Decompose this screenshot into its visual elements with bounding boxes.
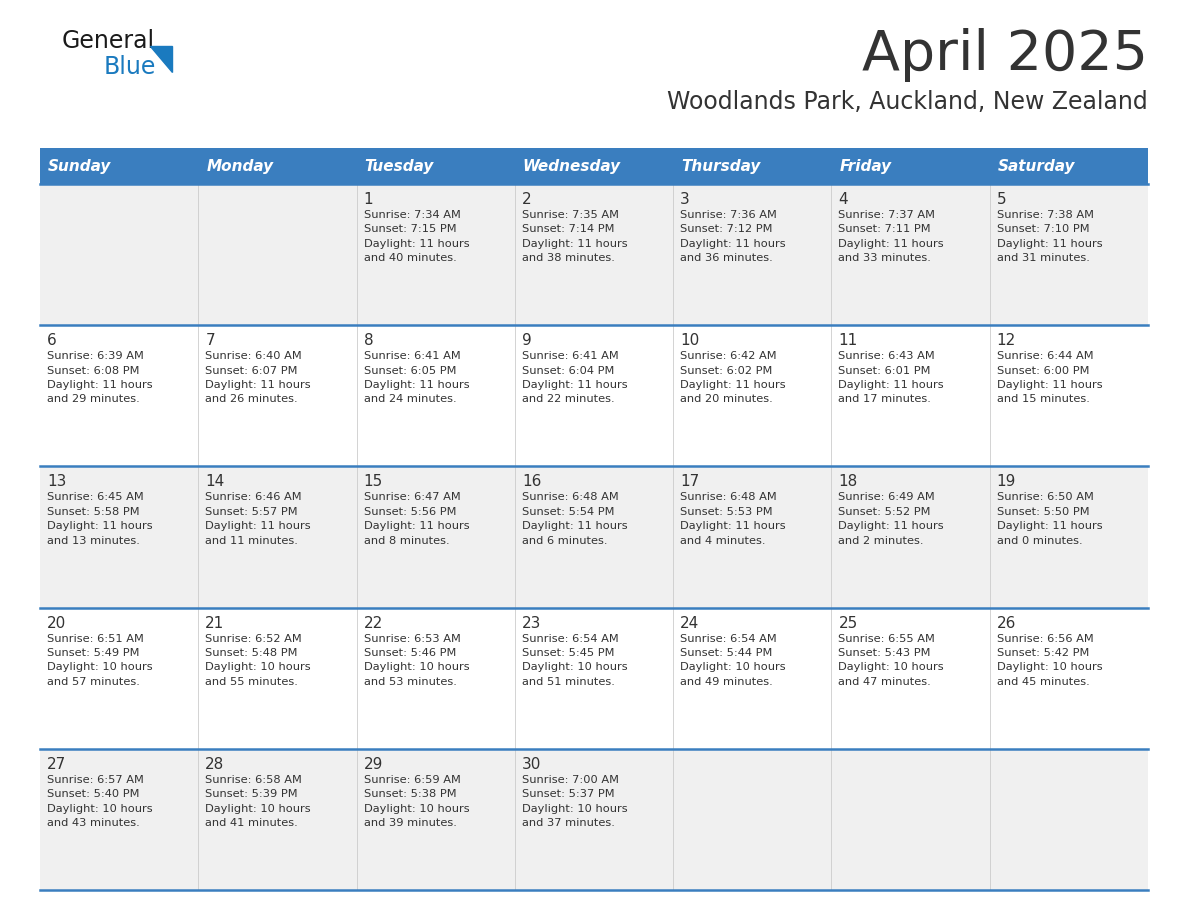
Bar (356, 148, 514, 184)
Text: Sunday: Sunday (48, 159, 112, 174)
Polygon shape (150, 46, 172, 72)
Text: 30: 30 (522, 756, 542, 772)
Text: 18: 18 (839, 475, 858, 489)
Text: Sunrise: 6:47 AM
Sunset: 5:56 PM
Daylight: 11 hours
and 8 minutes.: Sunrise: 6:47 AM Sunset: 5:56 PM Dayligh… (364, 492, 469, 545)
Bar (198, 148, 356, 184)
Text: General: General (62, 29, 156, 53)
Bar (40, 608, 1148, 749)
Text: Sunrise: 6:43 AM
Sunset: 6:01 PM
Daylight: 11 hours
and 17 minutes.: Sunrise: 6:43 AM Sunset: 6:01 PM Dayligh… (839, 352, 944, 405)
Text: Sunrise: 6:41 AM
Sunset: 6:04 PM
Daylight: 11 hours
and 22 minutes.: Sunrise: 6:41 AM Sunset: 6:04 PM Dayligh… (522, 352, 627, 405)
Bar (832, 148, 990, 184)
Text: 15: 15 (364, 475, 383, 489)
Text: 6: 6 (48, 333, 57, 348)
Text: 13: 13 (48, 475, 67, 489)
Bar (990, 148, 1148, 184)
Text: 21: 21 (206, 616, 225, 631)
Text: 14: 14 (206, 475, 225, 489)
Text: 7: 7 (206, 333, 215, 348)
Text: April 2025: April 2025 (862, 28, 1148, 82)
Text: Thursday: Thursday (681, 159, 760, 174)
Text: 28: 28 (206, 756, 225, 772)
Text: 10: 10 (681, 333, 700, 348)
Text: Sunrise: 6:42 AM
Sunset: 6:02 PM
Daylight: 11 hours
and 20 minutes.: Sunrise: 6:42 AM Sunset: 6:02 PM Dayligh… (681, 352, 785, 405)
Text: Sunrise: 6:57 AM
Sunset: 5:40 PM
Daylight: 10 hours
and 43 minutes.: Sunrise: 6:57 AM Sunset: 5:40 PM Dayligh… (48, 775, 152, 828)
Text: Sunrise: 6:53 AM
Sunset: 5:46 PM
Daylight: 10 hours
and 53 minutes.: Sunrise: 6:53 AM Sunset: 5:46 PM Dayligh… (364, 633, 469, 687)
Text: Sunrise: 6:44 AM
Sunset: 6:00 PM
Daylight: 11 hours
and 15 minutes.: Sunrise: 6:44 AM Sunset: 6:00 PM Dayligh… (997, 352, 1102, 405)
Bar (514, 148, 674, 184)
Bar (40, 148, 198, 184)
Text: Sunrise: 6:45 AM
Sunset: 5:58 PM
Daylight: 11 hours
and 13 minutes.: Sunrise: 6:45 AM Sunset: 5:58 PM Dayligh… (48, 492, 152, 545)
Text: Sunrise: 6:59 AM
Sunset: 5:38 PM
Daylight: 10 hours
and 39 minutes.: Sunrise: 6:59 AM Sunset: 5:38 PM Dayligh… (364, 775, 469, 828)
Text: Friday: Friday (840, 159, 891, 174)
Text: Sunrise: 6:52 AM
Sunset: 5:48 PM
Daylight: 10 hours
and 55 minutes.: Sunrise: 6:52 AM Sunset: 5:48 PM Dayligh… (206, 633, 311, 687)
Text: Sunrise: 6:56 AM
Sunset: 5:42 PM
Daylight: 10 hours
and 45 minutes.: Sunrise: 6:56 AM Sunset: 5:42 PM Dayligh… (997, 633, 1102, 687)
Bar (40, 325, 1148, 466)
Bar (674, 148, 832, 184)
Text: Sunrise: 6:54 AM
Sunset: 5:45 PM
Daylight: 10 hours
and 51 minutes.: Sunrise: 6:54 AM Sunset: 5:45 PM Dayligh… (522, 633, 627, 687)
Text: 8: 8 (364, 333, 373, 348)
Text: Sunrise: 7:00 AM
Sunset: 5:37 PM
Daylight: 10 hours
and 37 minutes.: Sunrise: 7:00 AM Sunset: 5:37 PM Dayligh… (522, 775, 627, 828)
Text: 16: 16 (522, 475, 542, 489)
Text: 11: 11 (839, 333, 858, 348)
Text: 19: 19 (997, 475, 1016, 489)
Text: 27: 27 (48, 756, 67, 772)
Text: Sunrise: 6:48 AM
Sunset: 5:53 PM
Daylight: 11 hours
and 4 minutes.: Sunrise: 6:48 AM Sunset: 5:53 PM Dayligh… (681, 492, 785, 545)
Text: 29: 29 (364, 756, 383, 772)
Text: 22: 22 (364, 616, 383, 631)
Text: Sunrise: 6:39 AM
Sunset: 6:08 PM
Daylight: 11 hours
and 29 minutes.: Sunrise: 6:39 AM Sunset: 6:08 PM Dayligh… (48, 352, 152, 405)
Text: 23: 23 (522, 616, 542, 631)
Text: Woodlands Park, Auckland, New Zealand: Woodlands Park, Auckland, New Zealand (668, 90, 1148, 114)
Text: 26: 26 (997, 616, 1016, 631)
Text: Sunrise: 7:38 AM
Sunset: 7:10 PM
Daylight: 11 hours
and 31 minutes.: Sunrise: 7:38 AM Sunset: 7:10 PM Dayligh… (997, 210, 1102, 263)
Text: Monday: Monday (207, 159, 273, 174)
Bar (40, 184, 1148, 325)
Text: 3: 3 (681, 192, 690, 207)
Text: 5: 5 (997, 192, 1006, 207)
Text: Sunrise: 6:58 AM
Sunset: 5:39 PM
Daylight: 10 hours
and 41 minutes.: Sunrise: 6:58 AM Sunset: 5:39 PM Dayligh… (206, 775, 311, 828)
Text: Sunrise: 7:35 AM
Sunset: 7:14 PM
Daylight: 11 hours
and 38 minutes.: Sunrise: 7:35 AM Sunset: 7:14 PM Dayligh… (522, 210, 627, 263)
Text: 20: 20 (48, 616, 67, 631)
Text: Sunrise: 7:34 AM
Sunset: 7:15 PM
Daylight: 11 hours
and 40 minutes.: Sunrise: 7:34 AM Sunset: 7:15 PM Dayligh… (364, 210, 469, 263)
Bar (40, 466, 1148, 608)
Text: Saturday: Saturday (998, 159, 1075, 174)
Text: Wednesday: Wednesday (523, 159, 621, 174)
Text: Sunrise: 6:51 AM
Sunset: 5:49 PM
Daylight: 10 hours
and 57 minutes.: Sunrise: 6:51 AM Sunset: 5:49 PM Dayligh… (48, 633, 152, 687)
Text: 9: 9 (522, 333, 531, 348)
Text: Sunrise: 6:41 AM
Sunset: 6:05 PM
Daylight: 11 hours
and 24 minutes.: Sunrise: 6:41 AM Sunset: 6:05 PM Dayligh… (364, 352, 469, 405)
Text: 25: 25 (839, 616, 858, 631)
Text: Sunrise: 6:46 AM
Sunset: 5:57 PM
Daylight: 11 hours
and 11 minutes.: Sunrise: 6:46 AM Sunset: 5:57 PM Dayligh… (206, 492, 311, 545)
Text: 4: 4 (839, 192, 848, 207)
Text: Sunrise: 6:49 AM
Sunset: 5:52 PM
Daylight: 11 hours
and 2 minutes.: Sunrise: 6:49 AM Sunset: 5:52 PM Dayligh… (839, 492, 944, 545)
Text: Sunrise: 7:37 AM
Sunset: 7:11 PM
Daylight: 11 hours
and 33 minutes.: Sunrise: 7:37 AM Sunset: 7:11 PM Dayligh… (839, 210, 944, 263)
Text: 24: 24 (681, 616, 700, 631)
Text: 2: 2 (522, 192, 531, 207)
Text: Sunrise: 6:54 AM
Sunset: 5:44 PM
Daylight: 10 hours
and 49 minutes.: Sunrise: 6:54 AM Sunset: 5:44 PM Dayligh… (681, 633, 785, 687)
Bar (40, 749, 1148, 890)
Text: Sunrise: 6:50 AM
Sunset: 5:50 PM
Daylight: 11 hours
and 0 minutes.: Sunrise: 6:50 AM Sunset: 5:50 PM Dayligh… (997, 492, 1102, 545)
Text: 12: 12 (997, 333, 1016, 348)
Text: Sunrise: 6:40 AM
Sunset: 6:07 PM
Daylight: 11 hours
and 26 minutes.: Sunrise: 6:40 AM Sunset: 6:07 PM Dayligh… (206, 352, 311, 405)
Text: 17: 17 (681, 475, 700, 489)
Text: Sunrise: 7:36 AM
Sunset: 7:12 PM
Daylight: 11 hours
and 36 minutes.: Sunrise: 7:36 AM Sunset: 7:12 PM Dayligh… (681, 210, 785, 263)
Text: Sunrise: 6:48 AM
Sunset: 5:54 PM
Daylight: 11 hours
and 6 minutes.: Sunrise: 6:48 AM Sunset: 5:54 PM Dayligh… (522, 492, 627, 545)
Text: 1: 1 (364, 192, 373, 207)
Text: Sunrise: 6:55 AM
Sunset: 5:43 PM
Daylight: 10 hours
and 47 minutes.: Sunrise: 6:55 AM Sunset: 5:43 PM Dayligh… (839, 633, 944, 687)
Text: Tuesday: Tuesday (365, 159, 434, 174)
Text: Blue: Blue (105, 55, 157, 79)
